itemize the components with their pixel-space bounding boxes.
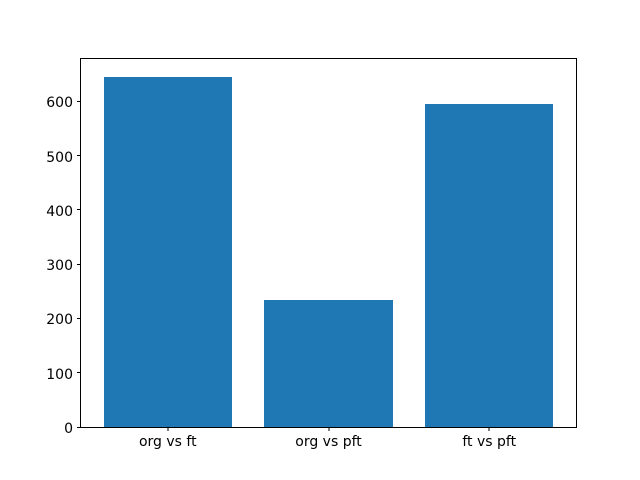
y-tick-mark <box>77 426 81 428</box>
x-tick-mark <box>328 427 329 431</box>
bar-org-vs-pft <box>264 300 393 427</box>
x-tick-label: org vs pft <box>295 434 362 450</box>
y-tick-label: 400 <box>46 203 73 220</box>
y-tick-label: 600 <box>46 95 73 112</box>
y-tick-mark <box>77 209 81 211</box>
x-tick-label: ft vs pft <box>462 434 517 450</box>
x-tick-mark <box>167 427 169 431</box>
y-tick-mark <box>77 155 81 157</box>
y-tick-label: 100 <box>46 366 73 383</box>
y-tick-label: 0 <box>64 421 73 437</box>
x-tick-label: org vs ft <box>138 434 197 450</box>
y-tick-mark <box>77 100 81 102</box>
bar-org-vs-ft <box>103 76 233 427</box>
y-tick-label: 500 <box>46 149 73 166</box>
y-tick-label: 200 <box>46 312 73 329</box>
plot-area: 0 100 200 300 400 500 600 org vs ft org vs pft ft… <box>46 58 577 449</box>
y-tick-mark <box>77 263 81 265</box>
y-tick-mark <box>77 317 81 319</box>
y-tick-mark <box>77 372 81 374</box>
y-tick-label: 300 <box>46 258 73 275</box>
x-tick-mark <box>488 427 490 431</box>
bar-ft-vs-pft <box>424 103 554 427</box>
